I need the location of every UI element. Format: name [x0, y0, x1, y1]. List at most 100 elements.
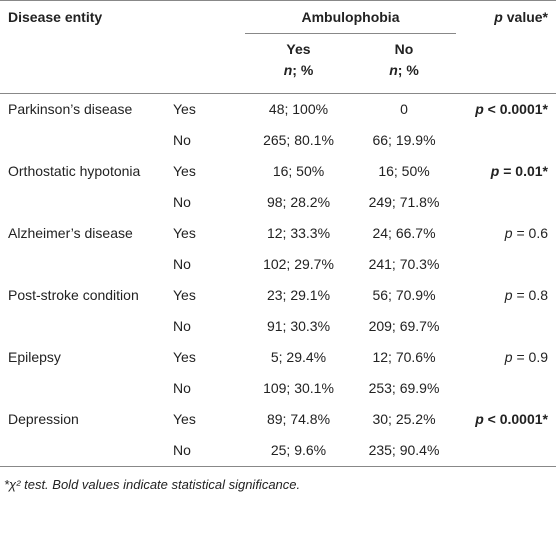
p-text: < 0.0001*: [483, 101, 548, 117]
header-text: ; %: [397, 62, 419, 78]
group-cell: No: [173, 132, 191, 148]
no-cell: 235; 90.4%: [352, 435, 456, 467]
group-cell: No: [173, 318, 191, 334]
disease-cell: Alzheimer’s disease: [8, 225, 133, 241]
p-cell: [456, 249, 556, 280]
header-text: Yes: [286, 41, 311, 57]
p-value: p = 0.9: [505, 349, 548, 365]
p-value: p = 0.6: [505, 225, 548, 241]
p-value: p < 0.0001*: [475, 101, 548, 117]
yes-cell: 109; 30.1%: [263, 380, 334, 396]
table-row: No 91; 30.3% 209; 69.7%: [0, 311, 556, 342]
group-cell: Yes: [173, 163, 196, 179]
no-cell: 66; 19.9%: [372, 132, 436, 148]
header-cell: Ambulophobia: [245, 0, 456, 34]
table-row: No 102; 29.7% 241; 70.3%: [0, 249, 556, 280]
table-row: Alzheimer’s disease Yes 12; 33.3% 24; 66.7%…: [0, 218, 556, 249]
group-cell: Yes: [173, 101, 196, 117]
p-var: p: [490, 163, 500, 179]
disease-cell: [0, 311, 165, 342]
p-cell: p < 0.0001*: [456, 404, 556, 435]
p-cell: [456, 125, 556, 156]
disease-cell: [0, 373, 165, 404]
header-cell: p value*: [456, 0, 556, 34]
group-cell: Yes: [173, 349, 196, 365]
yes-cell: 89; 74.8%: [266, 411, 331, 427]
no-cell: 24; 66.7%: [372, 225, 436, 241]
yes-cell: 48; 100%: [268, 101, 329, 117]
p-cell: [456, 373, 556, 404]
no-cell: 56; 70.9%: [372, 287, 436, 303]
table-row: Epilepsy Yes 5; 29.4% 12; 70.6% p = 0.9: [0, 342, 556, 373]
header-var: p: [494, 9, 503, 25]
disease-cell: Post-stroke condition: [8, 287, 139, 303]
table-row: Orthostatic hypotonia Yes 16; 50% 16; 50% p …: [0, 156, 556, 187]
no-cell: 0: [400, 101, 408, 117]
table-row: No 25; 9.6% 235; 90.4%: [0, 435, 556, 467]
p-text: = 0.6: [512, 225, 548, 241]
table-row: No 265; 80.1% 66; 19.9%: [0, 125, 556, 156]
group-cell: Yes: [173, 287, 196, 303]
p-text: = 0.9: [512, 349, 548, 365]
disease-cell: Epilepsy: [8, 349, 61, 365]
p-text: < 0.0001*: [483, 411, 548, 427]
table-body: Parkinson’s disease Yes 48; 100% 0 p < 0.000…: [0, 94, 556, 467]
header-cell: No n; %: [352, 33, 456, 94]
p-cell: [456, 311, 556, 342]
no-cell: 16; 50%: [378, 163, 430, 179]
footnote: *χ² test. Bold values indicate statistic…: [4, 477, 301, 492]
disease-cell: Parkinson’s disease: [8, 101, 133, 117]
disease-cell: [0, 125, 165, 156]
p-cell: [456, 187, 556, 218]
p-var: p: [475, 411, 484, 427]
disease-cell: [0, 187, 165, 218]
group-cell: Yes: [173, 225, 196, 241]
p-value: p = 0.01*: [491, 163, 548, 179]
disease-cell: [0, 435, 165, 467]
disease-cell: Orthostatic hypotonia: [8, 163, 141, 179]
header-cell: Yes n; %: [245, 33, 352, 94]
table-row: Parkinson’s disease Yes 48; 100% 0 p < 0.000…: [0, 94, 556, 126]
no-cell: 12; 70.6%: [372, 349, 436, 365]
table-header: Disease entity Ambulophobia p value* Yes…: [0, 0, 556, 94]
p-var: p: [504, 225, 513, 241]
group-cell: Yes: [173, 411, 196, 427]
no-cell: 241; 70.3%: [368, 256, 440, 272]
no-cell: 249; 71.8%: [368, 194, 440, 210]
no-cell: 253; 69.9%: [368, 380, 440, 396]
header-text: value*: [502, 9, 548, 25]
group-cell: No: [173, 194, 191, 210]
disease-cell: [0, 249, 165, 280]
group-cell: No: [173, 380, 191, 396]
no-cell: 209; 69.7%: [368, 318, 440, 334]
group-cell: No: [165, 435, 245, 467]
p-cell: p = 0.9: [456, 342, 556, 373]
header-var: n: [389, 62, 398, 78]
yes-cell: 265; 80.1%: [263, 132, 334, 148]
p-cell: p = 0.6: [456, 218, 556, 249]
p-cell: [456, 435, 556, 467]
yes-cell: 25; 9.6%: [245, 435, 352, 467]
p-text: = 0.8: [512, 287, 548, 303]
header-var: n: [283, 62, 293, 78]
header-cell: Disease entity: [0, 0, 165, 34]
no-cell: 30; 25.2%: [372, 411, 436, 427]
yes-cell: 16; 50%: [272, 163, 325, 179]
p-cell: p = 0.01*: [456, 156, 556, 187]
table-row: Post-stroke condition Yes 23; 29.1% 56; 70.…: [0, 280, 556, 311]
p-text: = 0.01*: [499, 163, 548, 179]
p-var: p: [504, 287, 513, 303]
yes-cell: 102; 29.7%: [263, 256, 334, 272]
header-text: ; %: [292, 62, 314, 78]
data-table: Disease entity Ambulophobia p value* Yes…: [0, 0, 556, 467]
table-row: No 98; 28.2% 249; 71.8%: [0, 187, 556, 218]
yes-cell: 91; 30.3%: [266, 318, 331, 334]
p-var: p: [504, 349, 513, 365]
p-var: p: [475, 101, 484, 117]
yes-cell: 23; 29.1%: [266, 287, 331, 303]
p-value: p = 0.8: [505, 287, 548, 303]
disease-cell: Depression: [8, 411, 79, 427]
table-row: No 109; 30.1% 253; 69.9%: [0, 373, 556, 404]
group-cell: No: [173, 256, 191, 272]
